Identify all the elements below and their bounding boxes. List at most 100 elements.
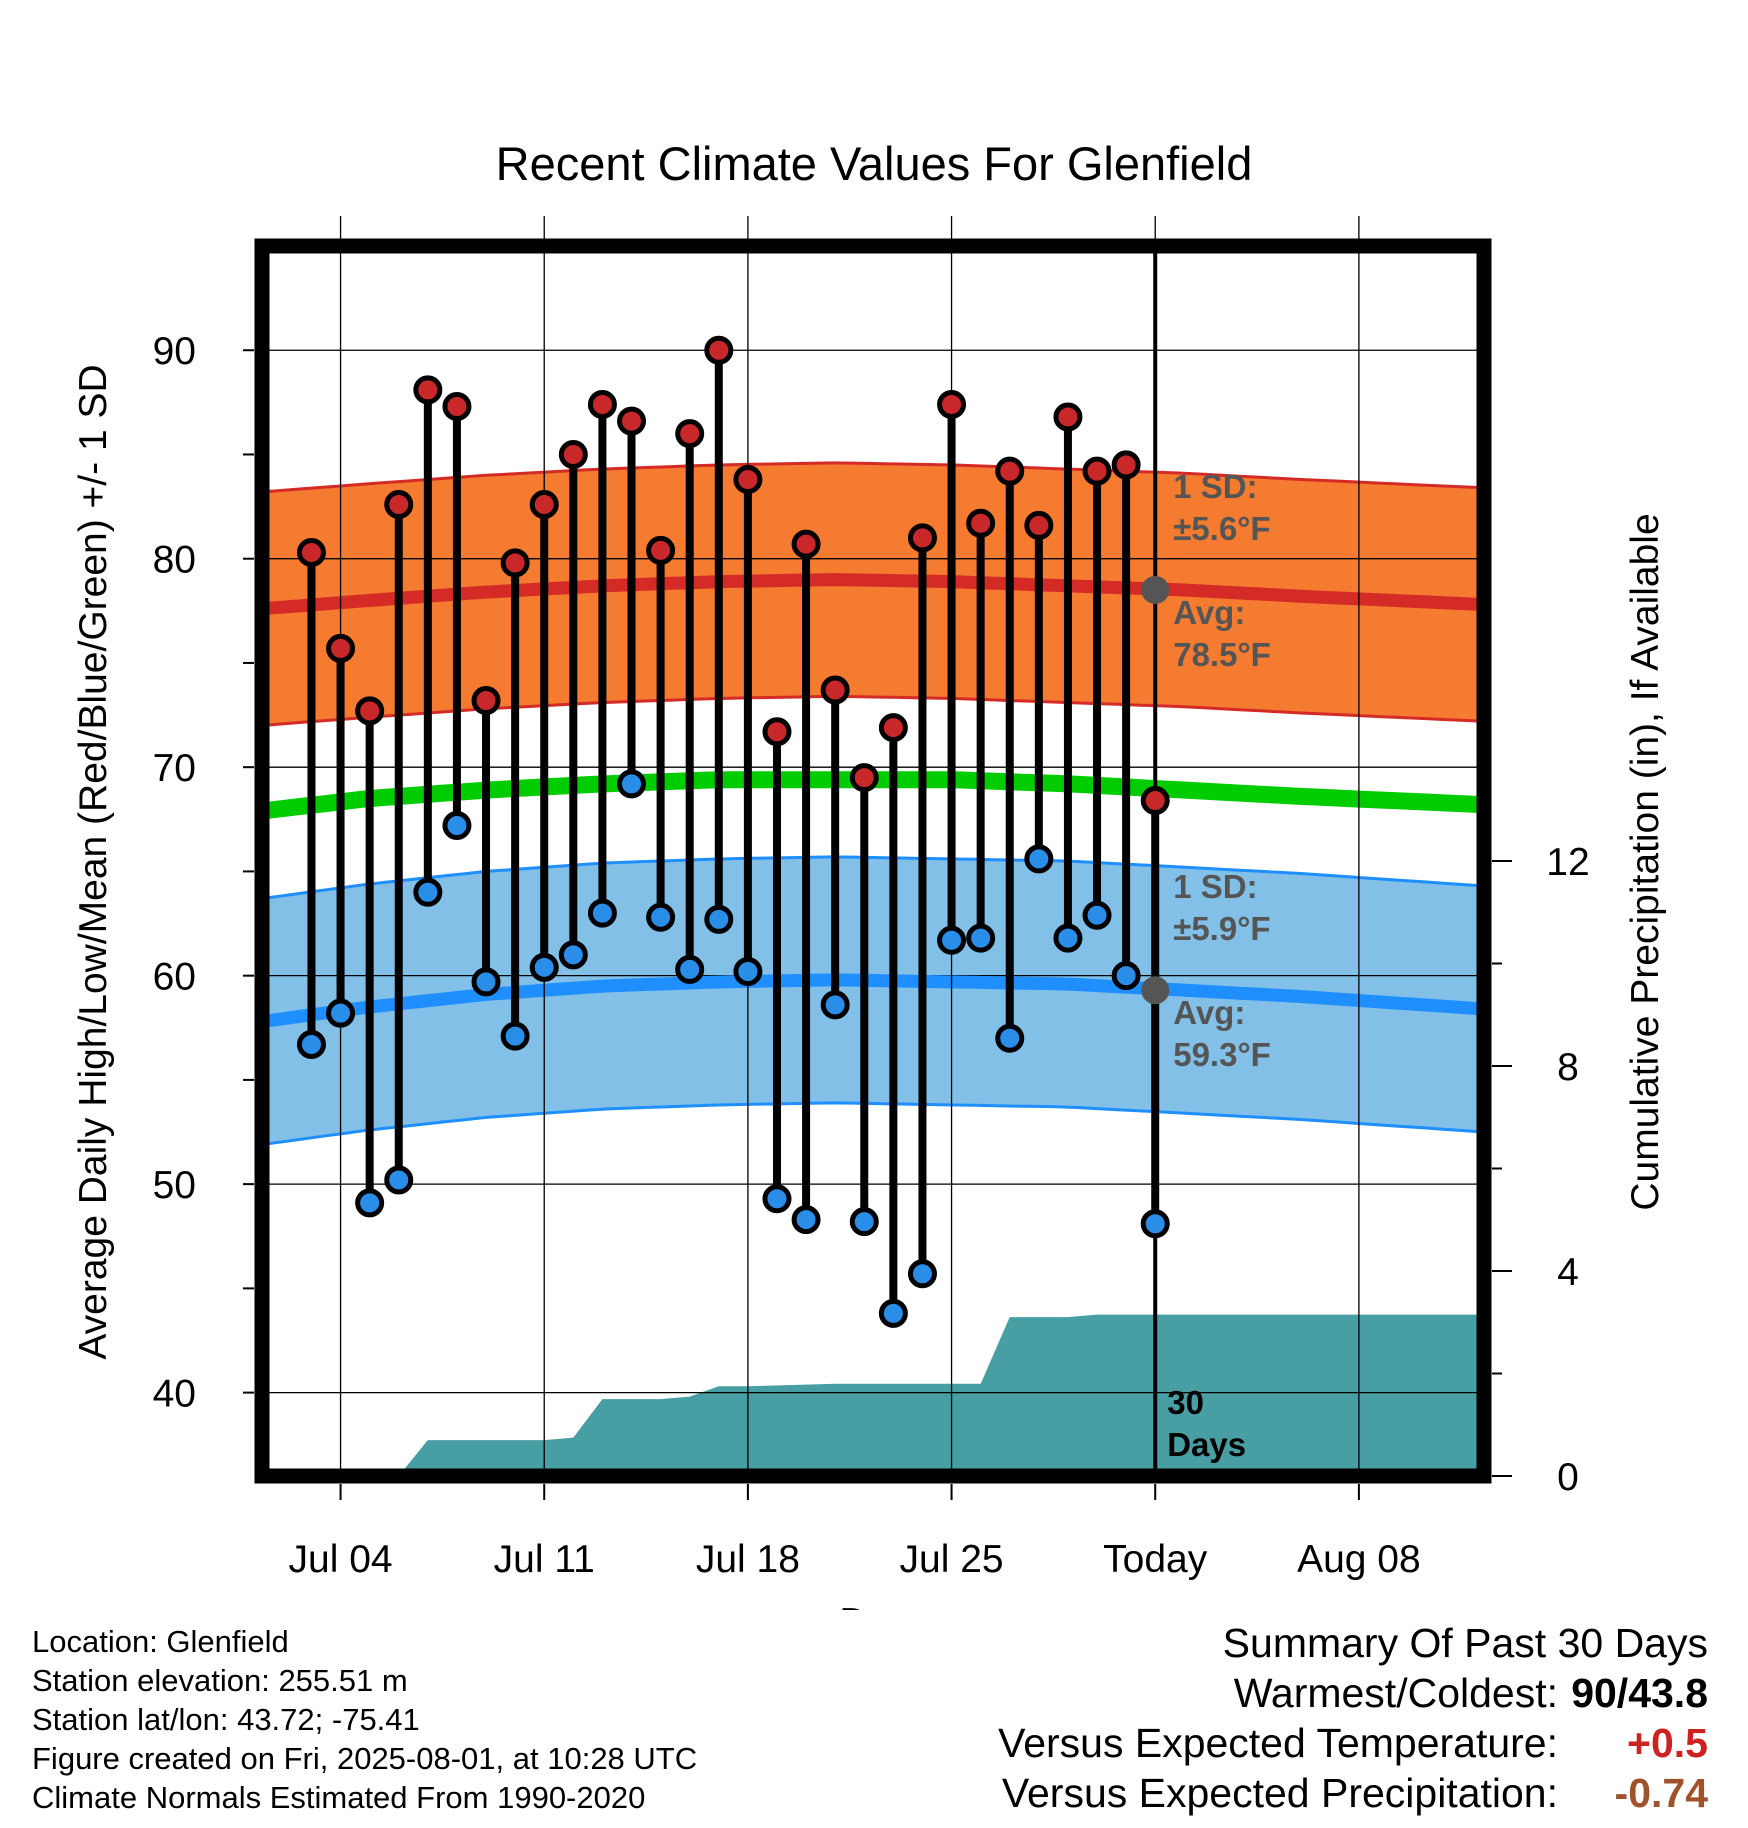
high-avg-label: Avg:	[1173, 594, 1245, 631]
summary-warmest-label: Warmest/Coldest:	[1233, 1670, 1558, 1716]
daily-low-point	[1082, 900, 1112, 930]
y-tick-label: 90	[153, 330, 196, 373]
y-tick-label: 40	[153, 1373, 196, 1416]
info-created: Figure created on Fri, 2025-08-01, at 10…	[32, 1741, 698, 1776]
x-tick-label: Jul 04	[289, 1538, 393, 1581]
daily-high-point	[1111, 450, 1141, 480]
daily-high-point	[937, 389, 967, 419]
y2-tick-label: 0	[1557, 1456, 1579, 1499]
daily-low-point	[355, 1188, 385, 1218]
high-avg-marker	[1141, 575, 1170, 604]
daily-high-point	[704, 335, 734, 365]
chart-title: Recent Climate Values For Glenfield	[496, 137, 1253, 190]
daily-high-point	[442, 392, 472, 422]
daily-low-point	[791, 1205, 821, 1235]
info-elevation: Station elevation: 255.51 m	[32, 1663, 408, 1698]
daily-low-point	[966, 923, 996, 953]
y2-tick-label: 8	[1557, 1046, 1579, 1089]
daily-low-point	[296, 1029, 326, 1059]
daily-low-point	[907, 1259, 937, 1289]
plot-inner	[262, 349, 1484, 1476]
y-tick-label: 80	[153, 539, 196, 582]
daily-high-point	[791, 529, 821, 559]
daily-low-point	[849, 1207, 879, 1237]
daily-high-point	[1140, 786, 1170, 816]
daily-low-point	[937, 925, 967, 955]
high-sd-band-upper-edge	[262, 461, 1484, 494]
daily-low-point	[995, 1023, 1025, 1053]
daily-high-point	[558, 439, 588, 469]
summary-precip-value: -0.74	[1614, 1770, 1708, 1816]
daily-high-point	[966, 508, 996, 538]
daily-high-point	[1024, 510, 1054, 540]
x-tick-label: Jul 18	[696, 1538, 800, 1581]
daily-high-point	[326, 633, 356, 663]
daily-low-point	[704, 904, 734, 934]
daily-high-point	[849, 763, 879, 793]
info-latlon: Station lat/lon: 43.72; -75.41	[32, 1702, 420, 1737]
high-avg-value: 78.5°F	[1173, 636, 1271, 673]
daily-low-point	[442, 811, 472, 841]
info-location: Location: Glenfield	[32, 1624, 289, 1659]
x-axis-label: Day	[839, 1601, 909, 1610]
y2-tick-label: 12	[1546, 841, 1589, 884]
daily-high-point	[529, 490, 559, 520]
x-tick-label: Jul 11	[494, 1538, 595, 1581]
daily-low-point	[384, 1165, 414, 1195]
y2-axis-label: Cumulative Precipitation (in), If Availa…	[1624, 513, 1667, 1210]
daily-low-point	[617, 769, 647, 799]
daily-high-point	[646, 535, 676, 565]
daily-high-point	[500, 548, 530, 578]
normal-high-line	[262, 573, 1484, 616]
days-label-text: Days	[1167, 1426, 1246, 1463]
low-avg-value: 59.3°F	[1173, 1036, 1271, 1073]
low-avg-marker	[1141, 976, 1170, 1005]
daily-high-point	[878, 713, 908, 743]
high-sd-value: ±5.6°F	[1173, 510, 1270, 547]
daily-high-point	[675, 419, 705, 449]
climate-chart: Recent Climate Values For Glenfield 1 SD…	[72, 137, 1667, 1610]
daily-high-point	[995, 456, 1025, 486]
daily-low-point	[646, 902, 676, 932]
daily-high-point	[1082, 456, 1112, 486]
daily-high-point	[733, 464, 763, 494]
y-axis-label: Average Daily High/Low/Mean (Red/Blue/Gr…	[72, 364, 115, 1359]
summary-temp-value: +0.5	[1627, 1720, 1708, 1766]
summary-temp-label: Versus Expected Temperature:	[998, 1720, 1558, 1766]
high-sd-label: 1 SD:	[1173, 468, 1257, 505]
y-tick-label: 50	[153, 1164, 196, 1207]
daily-high-point	[413, 375, 443, 405]
daily-high-point	[762, 717, 792, 747]
x-tick-label: Jul 25	[900, 1538, 1004, 1581]
plot-area: 1 SD: ±5.6°F Avg: 78.5°F 1 SD: ±5.9°F Avg: 59.3…	[153, 216, 1590, 1581]
precip-area	[262, 1314, 1484, 1476]
daily-low-point	[878, 1298, 908, 1328]
low-sd-band-lower-edge	[262, 1101, 1484, 1146]
y-tick-label: 70	[153, 747, 196, 790]
daily-low-point	[733, 956, 763, 986]
summary-panel: Summary Of Past 30 Days Warmest/Coldest:…	[808, 1620, 1708, 1820]
daily-low-point	[1111, 961, 1141, 991]
x-tick-label: Aug 08	[1297, 1538, 1421, 1581]
daily-high-point	[384, 490, 414, 520]
summary-title: Summary Of Past 30 Days	[1222, 1620, 1708, 1666]
daily-low-point	[762, 1184, 792, 1214]
station-info: Location: Glenfield Station elevation: 2…	[32, 1622, 697, 1817]
daily-high-point	[1053, 402, 1083, 432]
daily-high-point	[355, 696, 385, 726]
low-avg-label: Avg:	[1173, 994, 1245, 1031]
low-sd-band-upper-edge	[262, 855, 1484, 900]
daily-low-point	[413, 877, 443, 907]
summary-precip-label: Versus Expected Precipitation:	[1001, 1770, 1558, 1816]
daily-low-point	[529, 952, 559, 982]
daily-low-point	[500, 1021, 530, 1051]
daily-high-point	[907, 523, 937, 553]
normal-low-line	[262, 973, 1484, 1028]
daily-low-point	[1140, 1209, 1170, 1239]
daily-low-point	[587, 898, 617, 928]
days-label-number: 30	[1167, 1384, 1204, 1421]
summary-warmest-value: 90/43.8	[1571, 1670, 1708, 1716]
y-tick-label: 60	[153, 956, 196, 999]
daily-high-point	[471, 685, 501, 715]
daily-low-point	[558, 940, 588, 970]
